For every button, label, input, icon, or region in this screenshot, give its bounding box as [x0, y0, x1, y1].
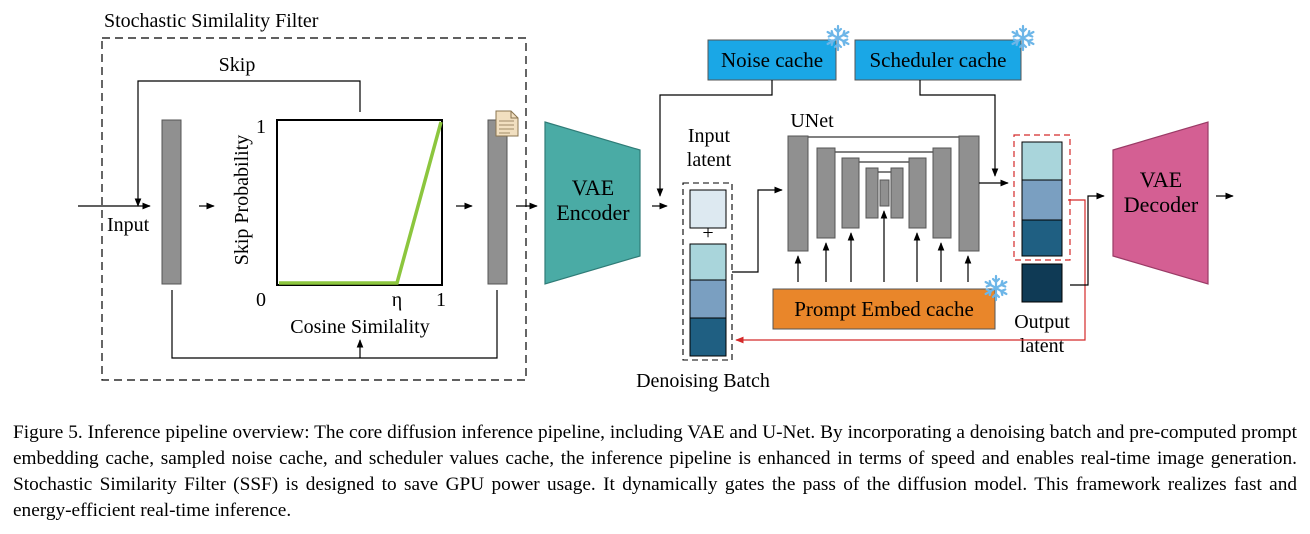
batch-latent-block-2 — [689, 279, 727, 319]
x-axis-label: Cosine Similality — [290, 316, 429, 338]
unet-label: UNet — [790, 110, 834, 132]
tick-origin: 0 — [256, 289, 266, 311]
ssf-title: Stochastic Similality Filter — [104, 10, 319, 32]
tick-x-end: 1 — [436, 289, 446, 311]
output-latent-block-1 — [1021, 141, 1063, 181]
tick-eta: η — [392, 289, 402, 311]
skip-probability-plot — [276, 119, 443, 286]
pipeline-diagram: Stochastic Similality Filter Skip Input … — [78, 10, 1234, 392]
output-feature-bar — [487, 119, 508, 285]
skip-path-arrow — [134, 80, 361, 207]
scheduler-cache-arrow — [919, 80, 999, 177]
output-latent-line2: latent — [1020, 335, 1065, 357]
vae-encoder-line2: Encoder — [556, 200, 630, 225]
ssf-dashed-border — [101, 37, 527, 381]
figure-caption: Figure 5. Inference pipeline overview: T… — [13, 422, 1297, 521]
prompt-embed-arrows — [794, 210, 972, 282]
document-icon — [495, 110, 519, 137]
input-latent-line1: Input — [688, 125, 731, 147]
y-axis-label: Skip Probability — [231, 135, 253, 266]
vae-encoder-line1: VAE — [572, 175, 614, 200]
noise-cache-arrow — [656, 80, 773, 197]
scheduler-cache-box: Scheduler cache — [854, 39, 1022, 81]
vae-decoder-line1: VAE — [1140, 167, 1182, 192]
vae-decoder-line2: Decoder — [1124, 192, 1199, 217]
prompt-embed-cache-box: Prompt Embed cache — [772, 288, 996, 330]
input-label: Input — [107, 214, 150, 236]
gate-path — [171, 290, 498, 359]
plus-sign: + — [702, 222, 713, 244]
vae-decoder: VAE Decoder — [1112, 121, 1209, 285]
output-latent-final — [1021, 263, 1063, 303]
input-latent-block — [689, 189, 727, 229]
batch-latent-block-1 — [689, 243, 727, 281]
output-latent-block-3 — [1021, 219, 1063, 257]
noise-cache-box: Noise cache — [707, 39, 837, 81]
skip-probability-curve — [279, 121, 443, 285]
output-latent-line1: Output — [1014, 311, 1070, 333]
skip-label: Skip — [219, 54, 256, 76]
denoising-batch-border — [682, 182, 733, 361]
denoising-batch-label: Denoising Batch — [636, 370, 770, 392]
unet: UNet — [787, 110, 980, 252]
feedback-arrow — [735, 199, 1086, 344]
prompt-embed-cache-label: Prompt Embed cache — [794, 297, 974, 321]
vae-encoder: VAE Encoder — [544, 121, 641, 285]
to-decoder-arrow — [1070, 192, 1105, 286]
scheduler-cache-label: Scheduler cache — [869, 48, 1006, 72]
noise-cache-label: Noise cache — [721, 48, 823, 72]
output-latent-block-2 — [1021, 179, 1063, 221]
input-feature-bar — [161, 119, 182, 285]
ssf-group: Stochastic Similality Filter Skip Input … — [78, 10, 527, 381]
tick-y-top: 1 — [256, 116, 266, 138]
input-latent-line2: latent — [687, 149, 732, 171]
batch-latent-block-3 — [689, 317, 727, 357]
batch-to-unet-arrow — [732, 186, 783, 273]
